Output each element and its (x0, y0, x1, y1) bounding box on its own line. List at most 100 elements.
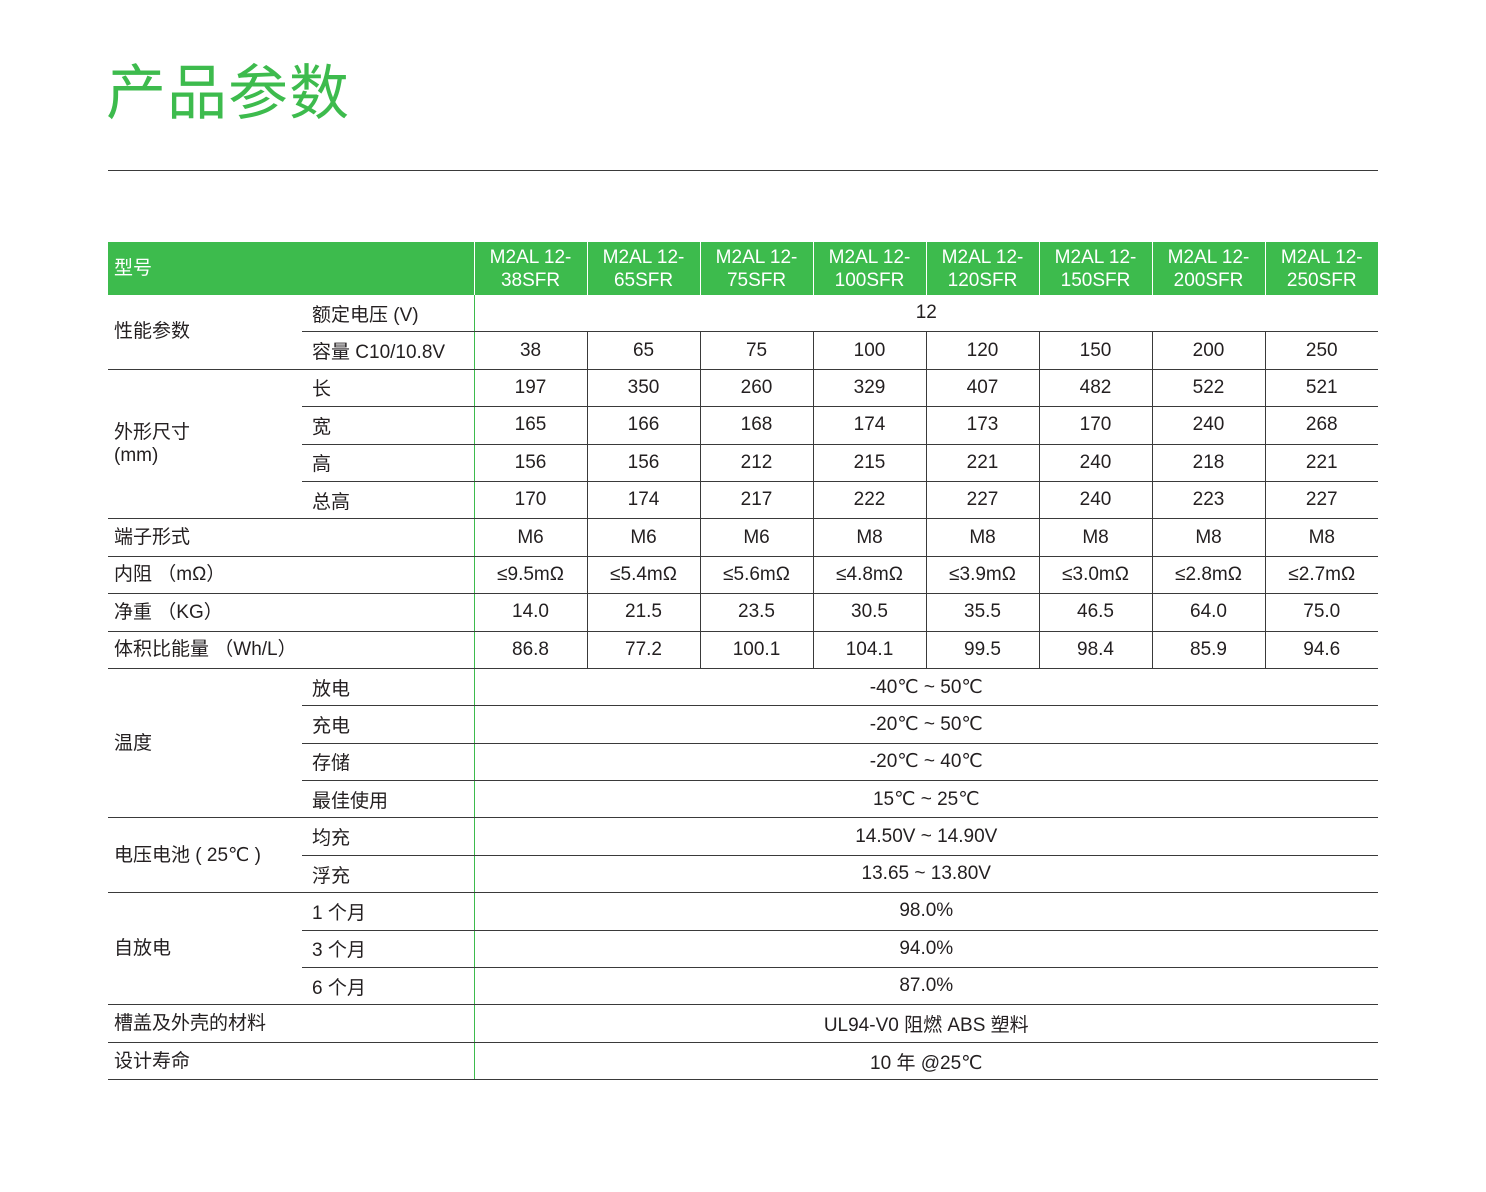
cell-value: 65 (586, 331, 701, 370)
cell-value: 166 (586, 406, 701, 445)
cell-value: 99.5 (925, 631, 1040, 669)
cell-value: 100 (812, 331, 927, 370)
table-row: 6 个月 87.0% (108, 967, 1379, 1006)
cell-value: 38 (473, 331, 588, 370)
sub-label: 最佳使用 (302, 780, 475, 819)
merged-value: 14.50V ~ 14.90V (473, 817, 1379, 856)
table-row: 槽盖及外壳的材料 UL94-V0 阻燃 ABS 塑料 (108, 1004, 1379, 1043)
cell-value: 86.8 (473, 631, 588, 669)
cell-value: 77.2 (586, 631, 701, 669)
table-row: 设计寿命 10 年 @25℃ (108, 1042, 1379, 1081)
cell-value: 221 (1264, 444, 1379, 482)
cell-value: 223 (1151, 481, 1266, 520)
cell-value: 222 (812, 481, 927, 520)
cell-value: 98.4 (1038, 631, 1153, 669)
table-row: 体积比能量 （Wh/L） 86.8 77.2 100.1 104.1 99.5 … (108, 631, 1379, 669)
cell-value: 200 (1151, 331, 1266, 370)
cell-value: 168 (699, 406, 814, 445)
merged-value: 94.0% (473, 930, 1379, 969)
cell-value: ≤2.7mΩ (1264, 556, 1379, 595)
table-row: 端子形式 M6 M6 M6 M8 M8 M8 M8 M8 (108, 518, 1379, 557)
cell-value: 46.5 (1038, 593, 1153, 632)
page-title: 产品参数 (106, 59, 350, 129)
merged-value: -40℃ ~ 50℃ (473, 668, 1379, 707)
cell-value: 120 (925, 331, 1040, 370)
cell-value: 522 (1151, 369, 1266, 408)
table-row: 内阻 （mΩ） ≤9.5mΩ ≤5.4mΩ ≤5.6mΩ ≤4.8mΩ ≤3.9… (108, 556, 1379, 595)
cell-value: 250 (1264, 331, 1379, 370)
group-label-temperature: 温度 (108, 668, 302, 819)
cell-value: M8 (812, 518, 927, 557)
cell-value: 227 (1264, 481, 1379, 520)
cell-value: 521 (1264, 369, 1379, 408)
cell-value: 221 (925, 444, 1040, 482)
cell-value: M8 (1264, 518, 1379, 557)
cell-value: 329 (812, 369, 927, 408)
sub-label: 总高 (302, 481, 475, 520)
cell-value: ≤5.6mΩ (699, 556, 814, 595)
merged-value: -20℃ ~ 50℃ (473, 705, 1379, 744)
table-row: 总高 170 174 217 222 227 240 223 227 (108, 481, 1379, 520)
model-header: M2AL 12- 38SFR (473, 242, 588, 295)
cell-value: ≤9.5mΩ (473, 556, 588, 595)
group-label-self-discharge: 自放电 (108, 892, 302, 1006)
cell-value: 94.6 (1264, 631, 1379, 669)
cell-value: 268 (1264, 406, 1379, 445)
cell-value: M6 (699, 518, 814, 557)
model-header: M2AL 12- 150SFR (1038, 242, 1153, 295)
table-row: 外形尺寸 (mm) 长 197 350 260 329 407 482 522 5… (108, 369, 1379, 520)
cell-value: 173 (925, 406, 1040, 445)
model-header: M2AL 12- 250SFR (1264, 242, 1379, 295)
model-header: M2AL 12- 65SFR (586, 242, 701, 295)
cell-value: M8 (1151, 518, 1266, 557)
cell-value: 218 (1151, 444, 1266, 482)
cell-value: 240 (1151, 406, 1266, 445)
table-row: 充电 -20℃ ~ 50℃ (108, 705, 1379, 744)
group-label-dimensions: 外形尺寸 (mm) (108, 369, 302, 520)
table-row: 容量 C10/10.8V 38 65 75 100 120 150 200 25… (108, 331, 1379, 370)
cell-value: ≤2.8mΩ (1151, 556, 1266, 595)
cell-value: M6 (586, 518, 701, 557)
sub-label: 3 个月 (302, 930, 475, 969)
cell-value: ≤3.9mΩ (925, 556, 1040, 595)
cell-value: 104.1 (812, 631, 927, 669)
cell-value: 35.5 (925, 593, 1040, 632)
cell-value: 217 (699, 481, 814, 520)
table-row: 浮充 13.65 ~ 13.80V (108, 855, 1379, 894)
sub-label: 额定电压 (V) (302, 295, 475, 333)
model-header: M2AL 12- 200SFR (1151, 242, 1266, 295)
sub-label: 1 个月 (302, 892, 475, 931)
table-row: 高 156 156 212 215 221 240 218 221 (108, 444, 1379, 482)
sub-label: 高 (302, 444, 475, 482)
table-row: 性能参数 额定电压 (V) 12 (108, 295, 1379, 370)
sub-label: 宽 (302, 406, 475, 445)
cell-value: 212 (699, 444, 814, 482)
cell-value: M6 (473, 518, 588, 557)
cell-value: 407 (925, 369, 1040, 408)
sub-label: 长 (302, 369, 475, 408)
cell-value: 150 (1038, 331, 1153, 370)
cell-value: ≤3.0mΩ (1038, 556, 1153, 595)
merged-value: 13.65 ~ 13.80V (473, 855, 1379, 894)
model-header: M2AL 12- 100SFR (812, 242, 927, 295)
merged-value: 98.0% (473, 892, 1379, 931)
table-row: 温度 放电 -40℃ ~ 50℃ (108, 668, 1379, 819)
header-row: 型号 M2AL 12- 38SFR M2AL 12- 65SFR M2AL 12- 7… (108, 242, 1379, 295)
title-divider (108, 170, 1378, 171)
cell-value: 23.5 (699, 593, 814, 632)
cell-value: 197 (473, 369, 588, 408)
sub-label: 存储 (302, 743, 475, 782)
spec-table: 型号 M2AL 12- 38SFR M2AL 12- 65SFR M2AL 12- 7… (108, 242, 1379, 1081)
cell-value: 170 (1038, 406, 1153, 445)
cell-value: 165 (473, 406, 588, 445)
model-header-label: 型号 (108, 242, 475, 295)
cell-value: 85.9 (1151, 631, 1266, 669)
merged-value: 87.0% (473, 967, 1379, 1006)
merged-value: -20℃ ~ 40℃ (473, 743, 1379, 782)
sub-label: 容量 C10/10.8V (302, 331, 475, 370)
sub-label: 均充 (302, 817, 475, 856)
sub-label: 浮充 (302, 855, 475, 894)
row-label-terminal: 端子形式 (108, 518, 475, 557)
cell-value: ≤4.8mΩ (812, 556, 927, 595)
sub-label: 充电 (302, 705, 475, 744)
